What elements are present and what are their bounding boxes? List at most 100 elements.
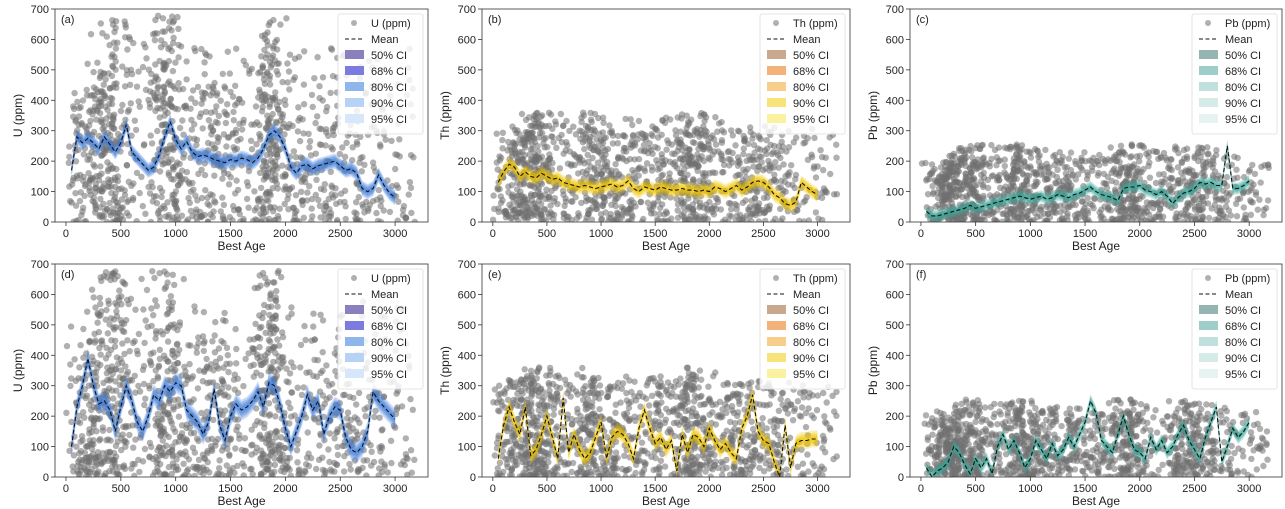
scatter-point (111, 53, 118, 61)
scatter-point (494, 186, 501, 193)
scatter-point (1156, 171, 1163, 178)
scatter-point (363, 457, 371, 464)
scatter-point (1168, 176, 1175, 183)
scatter-point (926, 175, 933, 183)
scatter-point (1112, 157, 1120, 165)
scatter-point (753, 188, 760, 195)
scatter-point (772, 215, 779, 222)
scatter-point (698, 153, 705, 160)
scatter-point (159, 15, 167, 22)
scatter-point (1038, 162, 1045, 169)
scatter-point (586, 142, 593, 149)
scatter-point (585, 210, 592, 217)
scatter-point (637, 198, 644, 206)
scatter-point (279, 137, 287, 144)
scatter-point (263, 124, 270, 131)
scatter-point (112, 45, 120, 52)
scatter-point (72, 116, 80, 124)
scatter-point (1180, 192, 1187, 200)
scatter-point (154, 76, 162, 83)
scatter-point (331, 435, 338, 442)
scatter-point (536, 167, 544, 175)
scatter-point (537, 200, 545, 208)
scatter-point (104, 106, 111, 114)
scatter-point (1060, 184, 1067, 191)
scatter-point (274, 153, 281, 161)
scatter-point (170, 214, 177, 221)
scatter-point (315, 196, 322, 204)
scatter-point (300, 101, 308, 108)
scatter-point (975, 196, 982, 204)
y-tick-label: 100 (886, 187, 904, 199)
scatter-point (108, 121, 116, 128)
scatter-point (298, 188, 305, 195)
scatter-point (170, 197, 178, 204)
scatter-point (800, 218, 808, 222)
scatter-point (826, 134, 833, 141)
scatter-point (681, 151, 688, 159)
scatter-point (251, 188, 258, 195)
scatter-point (1199, 213, 1206, 220)
scatter-point (312, 119, 319, 127)
scatter-point (77, 342, 84, 349)
panel-label: (a) (61, 14, 74, 26)
scatter-point (598, 215, 606, 222)
scatter-point (93, 106, 100, 113)
scatter-point (211, 332, 218, 339)
scatter-point (320, 186, 328, 194)
y-tick-label: 600 (458, 34, 476, 46)
scatter-point (263, 465, 270, 473)
scatter-point (240, 472, 247, 477)
scatter-point (982, 209, 989, 216)
scatter-point (678, 141, 686, 148)
scatter-point (279, 78, 286, 86)
scatter-point (1013, 205, 1020, 213)
scatter-point (984, 176, 992, 184)
scatter-point (326, 218, 333, 222)
scatter-point (1257, 179, 1264, 186)
scatter-point (1145, 162, 1152, 170)
scatter-point (510, 139, 517, 146)
scatter-point (588, 216, 596, 222)
scatter-point (549, 133, 556, 140)
scatter-point (157, 422, 164, 429)
scatter-point (136, 388, 144, 395)
scatter-point (296, 218, 303, 222)
scatter-point (70, 218, 77, 222)
scatter-point (551, 195, 558, 202)
scatter-point (79, 97, 87, 104)
scatter-point (1094, 172, 1102, 179)
scatter-point (742, 197, 749, 204)
scatter-point (778, 138, 785, 145)
scatter-point (112, 268, 119, 275)
scatter-point (604, 145, 612, 153)
scatter-point (362, 413, 369, 420)
scatter-point (566, 148, 573, 155)
scatter-point (973, 166, 980, 173)
scatter-point (219, 175, 226, 182)
scatter-point (346, 460, 353, 468)
scatter-point (515, 159, 522, 167)
scatter-point (90, 194, 98, 202)
scatter-point (587, 109, 594, 117)
scatter-point (83, 125, 90, 132)
scatter-point (103, 144, 111, 151)
scatter-point (264, 279, 272, 286)
scatter-point (550, 138, 557, 146)
scatter-point (1256, 196, 1263, 203)
scatter-point (297, 341, 305, 349)
scatter-point (122, 363, 129, 370)
scatter-point (266, 81, 274, 88)
scatter-point (1044, 210, 1052, 217)
scatter-point (672, 179, 679, 186)
scatter-point (135, 98, 142, 105)
scatter-point (93, 116, 100, 123)
scatter-point (269, 95, 276, 102)
scatter-point (305, 130, 312, 137)
scatter-point (113, 354, 121, 361)
scatter-point (1008, 206, 1015, 213)
scatter-point (368, 448, 375, 455)
scatter-point (286, 51, 294, 58)
scatter-point (207, 191, 214, 198)
scatter-point (509, 123, 516, 130)
